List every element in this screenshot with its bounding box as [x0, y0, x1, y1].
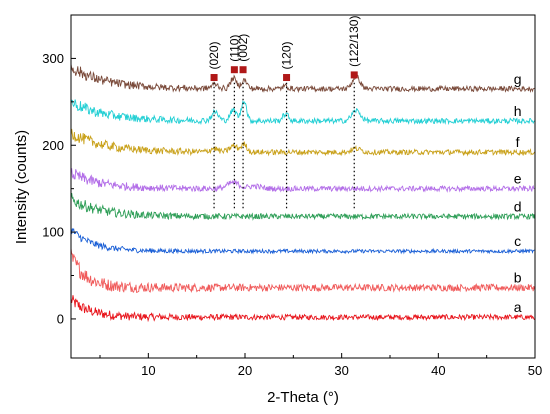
series-e-line — [70, 168, 535, 193]
series-h-line — [70, 99, 535, 126]
series-f-line — [70, 128, 535, 157]
series-d-label: d — [514, 198, 522, 214]
y-tick-label: 300 — [42, 51, 64, 66]
peak-marker — [230, 66, 238, 74]
x-tick-label: 50 — [528, 363, 542, 378]
series-a-line — [70, 295, 535, 323]
x-axis-ticks: 10 20 30 40 50 — [99, 353, 542, 378]
peak-label: (122/130) — [347, 16, 361, 67]
x-tick-label: 20 — [238, 363, 252, 378]
series-a-label: a — [514, 299, 522, 315]
x-tick-label: 30 — [334, 363, 348, 378]
series-f-label: f — [516, 134, 520, 150]
series-b-line — [70, 248, 535, 294]
y-tick-label: 0 — [57, 311, 64, 326]
y-axis-ticks: 0 100 200 300 — [42, 51, 76, 326]
y-tick-label: 200 — [42, 138, 64, 153]
peak-marker — [210, 74, 218, 82]
series-g-line — [70, 64, 535, 94]
series-c-label: c — [514, 233, 521, 249]
x-tick-label: 40 — [431, 363, 445, 378]
reference-lines — [213, 82, 355, 211]
series-d-line — [70, 193, 535, 221]
peak-markers: (020) (110)(002) (120) (122/130) — [207, 16, 361, 82]
y-tick-label: 100 — [42, 225, 64, 240]
series-labels: ab c de fhg — [514, 71, 522, 315]
series-g-label: g — [514, 71, 522, 87]
peak-label: (002) — [236, 34, 250, 62]
series-b-label: b — [514, 270, 522, 286]
peak-marker — [350, 71, 358, 79]
series-e-label: e — [514, 171, 522, 187]
x-axis-title: 2-Theta (°) — [267, 389, 339, 406]
series-c-line — [70, 226, 535, 255]
peak-label: (120) — [280, 42, 294, 70]
x-tick-label: 10 — [141, 363, 155, 378]
series-h-label: h — [514, 103, 522, 119]
plot-frame — [70, 14, 536, 359]
y-axis-title: Intensity (counts) — [13, 130, 30, 244]
peak-label: (110) — [227, 35, 241, 62]
series-curves — [70, 64, 535, 323]
peak-label: (020) — [207, 42, 221, 70]
peak-marker — [239, 66, 247, 74]
peak-marker — [283, 74, 291, 82]
